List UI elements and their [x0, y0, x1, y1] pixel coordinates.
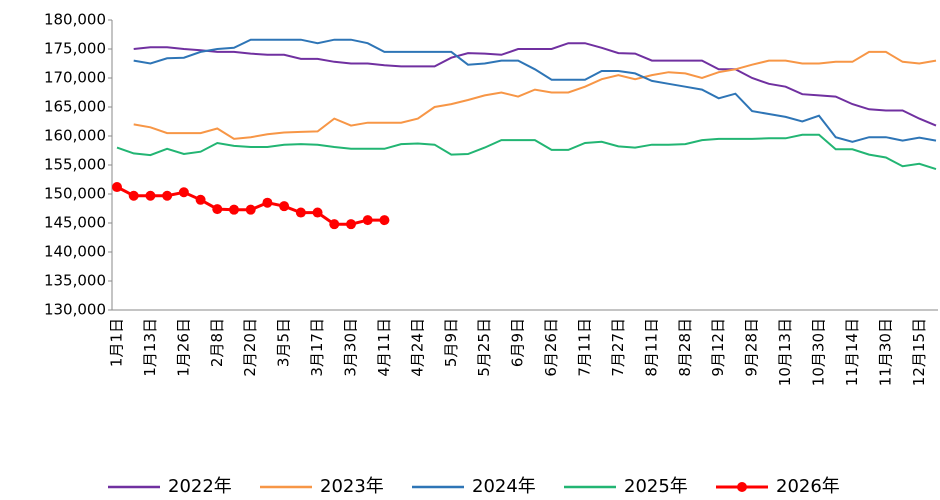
series-line	[116, 133, 937, 171]
legend-label: 2024年	[472, 476, 536, 497]
x-tick-label: 8月28日	[676, 318, 694, 377]
x-tick-label: 4月11日	[375, 318, 393, 377]
x-tick-label: 11月30日	[876, 318, 894, 386]
legend-label: 2022年	[168, 476, 232, 497]
y-tick-label: 170,000	[44, 69, 106, 87]
x-tick-label: 9月28日	[743, 318, 761, 377]
x-tick-label: 3月30日	[342, 318, 360, 377]
x-tick-label: 7月27日	[609, 318, 627, 377]
y-tick-label: 150,000	[44, 185, 106, 203]
y-tick-label: 180,000	[44, 11, 106, 29]
y-tick-label: 135,000	[44, 272, 106, 290]
x-tick-label: 5月9日	[442, 318, 460, 367]
point	[295, 207, 306, 218]
point	[346, 219, 356, 230]
x-tick-label: 12月15日	[910, 318, 928, 386]
point	[145, 190, 156, 201]
point	[229, 204, 239, 215]
x-tick-label: 9月12日	[709, 318, 727, 377]
y-tick-label: 155,000	[44, 156, 106, 174]
x-tick-label: 3月17日	[308, 318, 326, 377]
y-tick-label: 160,000	[44, 127, 106, 145]
x-tick-label: 10月30日	[810, 318, 828, 386]
x-tick-label: 10月13日	[776, 318, 794, 386]
series-line	[133, 42, 937, 127]
x-tick-label: 2月20日	[241, 318, 259, 377]
x-tick-label: 1月13日	[141, 318, 159, 377]
legend-marker	[737, 482, 747, 492]
series-line	[133, 38, 937, 143]
point	[329, 219, 340, 230]
point	[195, 194, 206, 205]
point	[128, 190, 139, 201]
point	[112, 182, 122, 193]
x-tick-label: 3月5日	[275, 318, 293, 367]
x-tick-label: 2月8日	[208, 318, 226, 367]
point	[212, 204, 223, 215]
legend-label: 2023年	[320, 476, 384, 497]
x-tick-label: 6月9日	[509, 318, 527, 367]
x-tick-label: 8月11日	[642, 318, 660, 377]
point	[312, 207, 323, 218]
y-tick-label: 165,000	[44, 98, 106, 116]
y-tick-label: 130,000	[44, 301, 106, 319]
point	[262, 197, 273, 208]
point	[162, 190, 173, 201]
point	[279, 201, 290, 212]
y-tick-label: 140,000	[44, 243, 106, 261]
y-tick-label: 175,000	[44, 40, 106, 58]
x-tick-label: 5月25日	[475, 318, 493, 377]
point	[178, 187, 189, 198]
point	[245, 204, 256, 215]
x-tick-label: 7月11日	[576, 318, 594, 377]
legend: 2022年 2023年 2024年 2025年 2026年	[108, 476, 840, 497]
point	[362, 215, 373, 226]
x-tick-label: 6月26日	[542, 318, 560, 377]
x-tick-label: 1月26日	[174, 318, 192, 377]
series-line	[133, 50, 937, 140]
x-tick-label: 1月1日	[108, 318, 126, 367]
x-tick-label: 11月14日	[843, 318, 861, 386]
legend-label: 2026年	[776, 476, 840, 497]
x-tick-label: 4月24日	[408, 318, 426, 377]
y-tick-label: 145,000	[44, 214, 106, 232]
point	[379, 215, 390, 226]
legend-label: 2025年	[624, 476, 688, 497]
